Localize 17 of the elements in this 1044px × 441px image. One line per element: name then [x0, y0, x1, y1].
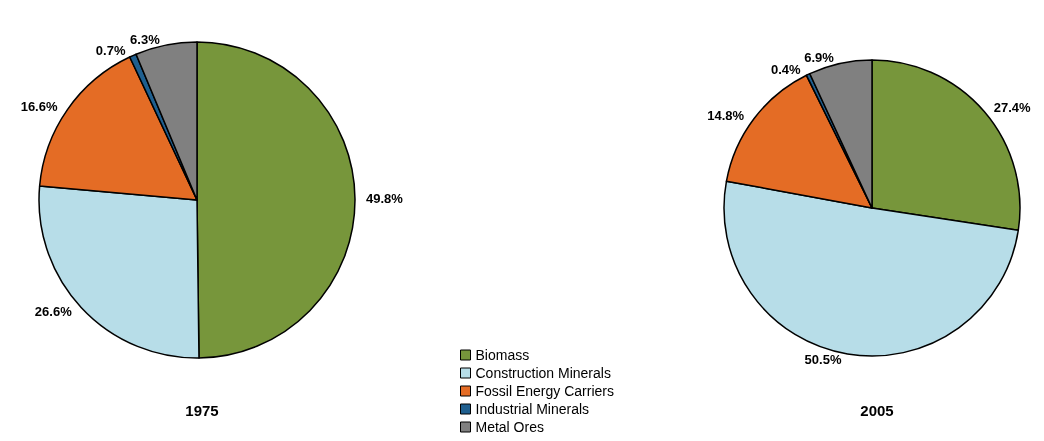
data-label: 50.5% — [804, 352, 842, 368]
data-label: 6.3% — [130, 31, 161, 47]
legend-label: Metal Ores — [475, 419, 544, 435]
data-label: 16.6% — [20, 98, 58, 114]
slice-label: 2005 — [860, 402, 894, 419]
data-label: 0.4% — [770, 61, 801, 77]
data-label: 6.9% — [804, 50, 835, 66]
data-label: 14.8% — [707, 107, 745, 123]
data-label: 27.4% — [993, 100, 1032, 116]
legend-label: Construction Minerals — [475, 365, 611, 381]
legend-label: Biomass — [475, 347, 530, 363]
legend-label: Industrial Minerals — [475, 401, 590, 417]
data-label: 49.8% — [366, 191, 404, 207]
legend-label: Fossil Energy Carriers — [475, 383, 614, 399]
data-label: 0.7% — [95, 42, 126, 58]
slice-label: 1975 — [185, 402, 219, 419]
data-label: 26.6% — [34, 304, 73, 320]
